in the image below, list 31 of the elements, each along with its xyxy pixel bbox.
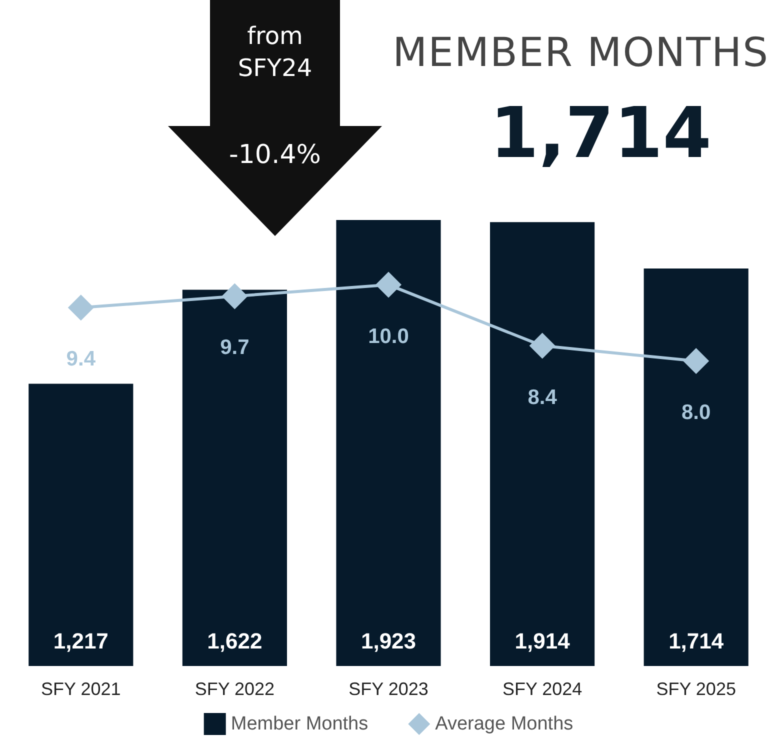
text: -10.4% — [228, 140, 322, 170]
bar — [490, 222, 595, 666]
data-label: 1,217 — [53, 628, 108, 654]
data-label: 1,914 — [514, 628, 571, 654]
data-label: 8.4 — [528, 386, 558, 409]
bar — [644, 268, 748, 666]
data-label: 1,714 — [668, 628, 724, 654]
x-tick-label: SFY 2022 — [194, 679, 275, 699]
data-label: 10.0 — [368, 324, 409, 348]
point — [68, 294, 94, 321]
bar — [336, 220, 441, 666]
x-tick-label: SFY 2023 — [348, 679, 428, 699]
point — [683, 348, 710, 374]
chart-subtitle: 1,714 — [490, 92, 712, 174]
point — [376, 272, 402, 298]
data-label: 1,622 — [207, 628, 262, 654]
chart-title: MEMBER MONTHS — [392, 30, 769, 76]
data-label: 9.7 — [220, 336, 250, 360]
text: from SFY24 — [236, 21, 314, 84]
bar — [182, 290, 287, 666]
point — [222, 283, 248, 310]
data-label: 1,923 — [360, 628, 416, 654]
data-label: 9.4 — [66, 348, 96, 371]
x-tick-label: SFY 2024 — [502, 679, 582, 699]
legend-label: Average Months — [435, 714, 574, 734]
x-tick-label: SFY 2021 — [41, 679, 121, 699]
data-label: 8.0 — [682, 401, 711, 424]
point — [529, 332, 556, 359]
legend-label: Member Months — [230, 714, 368, 734]
bar — [28, 384, 134, 666]
x-tick-label: SFY 2025 — [656, 679, 736, 699]
